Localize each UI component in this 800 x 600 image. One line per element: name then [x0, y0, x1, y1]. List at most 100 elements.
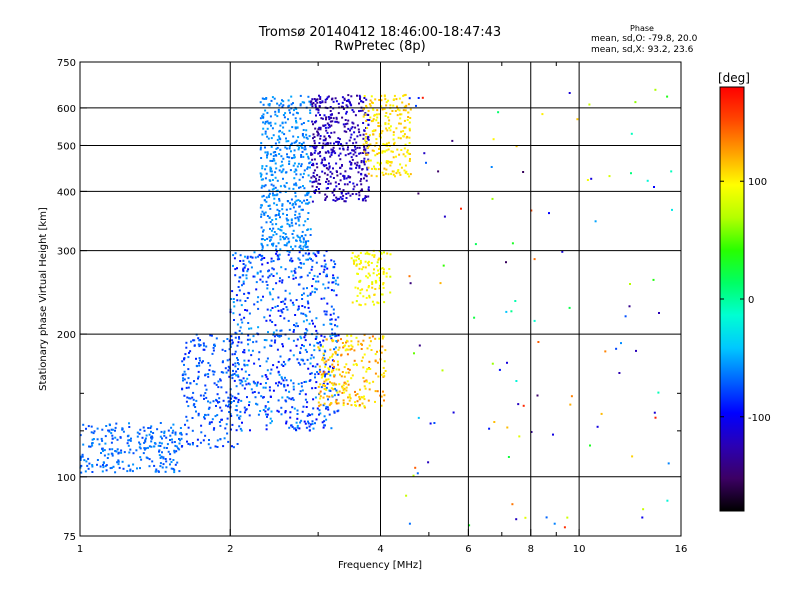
data-point [343, 375, 346, 378]
data-point [357, 273, 359, 275]
data-point [279, 191, 282, 194]
data-point [350, 257, 353, 260]
data-point [468, 524, 471, 527]
data-point [235, 409, 238, 412]
data-point [127, 434, 130, 437]
data-point [238, 280, 241, 283]
data-point [235, 429, 238, 432]
data-point [349, 152, 352, 155]
data-point [127, 464, 130, 467]
data-point [294, 182, 297, 185]
data-point [238, 289, 241, 292]
data-point [299, 363, 302, 366]
data-point [317, 188, 320, 190]
data-point [151, 460, 154, 463]
data-point [384, 98, 387, 101]
data-point [243, 292, 246, 295]
data-point [385, 272, 388, 275]
data-point [397, 169, 400, 171]
data-point [590, 177, 593, 180]
data-point [396, 170, 399, 173]
data-point [367, 195, 370, 198]
data-point [262, 121, 265, 124]
data-point [294, 217, 297, 220]
data-point [199, 394, 202, 397]
data-point [270, 410, 273, 413]
data-point [245, 274, 248, 277]
data-point [333, 289, 335, 292]
data-point [315, 120, 318, 123]
data-point [193, 403, 196, 406]
data-point [393, 94, 396, 97]
data-point [236, 267, 238, 270]
data-point [266, 413, 269, 416]
data-point [294, 314, 297, 316]
data-point [257, 358, 260, 361]
data-point [256, 383, 259, 386]
data-point [498, 368, 501, 371]
data-point [305, 315, 308, 318]
data-point [231, 395, 234, 398]
data-point [197, 375, 200, 378]
data-point [299, 351, 301, 354]
data-point [381, 267, 384, 270]
data-point [269, 115, 272, 118]
data-point [358, 110, 360, 113]
phase-stats-title: Phase [630, 24, 654, 33]
data-point [234, 252, 237, 255]
data-point [297, 325, 299, 328]
data-point [303, 420, 306, 423]
data-point [296, 165, 299, 168]
data-point [236, 358, 239, 361]
data-point [376, 161, 379, 164]
data-point [408, 175, 411, 178]
data-point [323, 165, 326, 168]
data-point [297, 199, 300, 202]
data-point [266, 152, 269, 155]
data-point [132, 452, 135, 455]
data-point [361, 288, 364, 291]
data-point [385, 149, 388, 152]
data-point [262, 113, 265, 116]
data-point [296, 234, 299, 237]
data-point [311, 158, 314, 161]
data-point [313, 191, 316, 194]
data-point [228, 348, 231, 351]
data-point [162, 456, 165, 459]
data-point [331, 149, 334, 152]
data-point [284, 363, 287, 366]
data-point [352, 149, 355, 152]
data-point [398, 122, 401, 125]
data-point [265, 196, 268, 199]
data-point [334, 324, 336, 327]
data-point [315, 108, 318, 111]
data-point [92, 432, 95, 435]
data-point [338, 138, 341, 141]
data-point [144, 437, 147, 440]
data-point [337, 143, 340, 146]
data-point [322, 323, 325, 326]
data-point [241, 321, 244, 324]
data-point [290, 270, 293, 273]
data-point [280, 382, 283, 385]
data-point [304, 244, 307, 247]
data-point [268, 196, 271, 198]
data-point [224, 350, 227, 352]
data-point [287, 337, 290, 340]
data-point [343, 97, 346, 100]
data-point [331, 120, 334, 123]
data-point [185, 341, 188, 344]
data-point [281, 121, 284, 124]
data-point [306, 245, 309, 248]
data-point [356, 294, 359, 297]
data-point [395, 155, 397, 158]
data-point [293, 177, 296, 180]
data-point [396, 105, 398, 108]
data-point [335, 117, 338, 120]
data-point [198, 362, 200, 365]
data-point [231, 342, 234, 345]
data-point [365, 98, 368, 101]
data-point [173, 449, 176, 452]
data-point [362, 199, 365, 202]
data-point [310, 268, 313, 271]
